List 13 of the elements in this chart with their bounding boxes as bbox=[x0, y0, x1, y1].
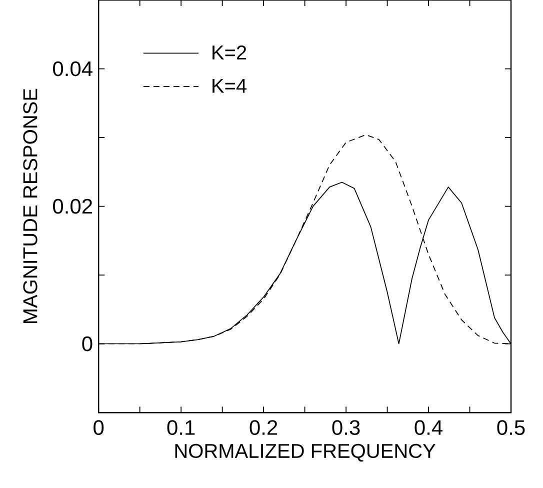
legend-label: K=4 bbox=[212, 78, 247, 93]
x-tick-label: 0.3 bbox=[332, 420, 360, 435]
y-tick-label: 0 bbox=[82, 336, 92, 352]
x-tick-label: 0.4 bbox=[414, 420, 442, 435]
x-tick-label: 0.1 bbox=[167, 420, 195, 435]
x-axis-title: NORMALIZED FREQUENCY bbox=[175, 444, 436, 462]
y-tick-label: 0.04 bbox=[53, 61, 92, 76]
y-axis-title: MAGNITUDE RESPONSE bbox=[23, 88, 38, 324]
legend-label: K=2 bbox=[212, 45, 246, 60]
x-tick-label: 0.2 bbox=[250, 420, 278, 435]
x-tick-label: 0 bbox=[94, 420, 104, 435]
y-tick-label: 0.02 bbox=[53, 198, 92, 214]
x-tick-label: 0.5 bbox=[497, 420, 525, 435]
